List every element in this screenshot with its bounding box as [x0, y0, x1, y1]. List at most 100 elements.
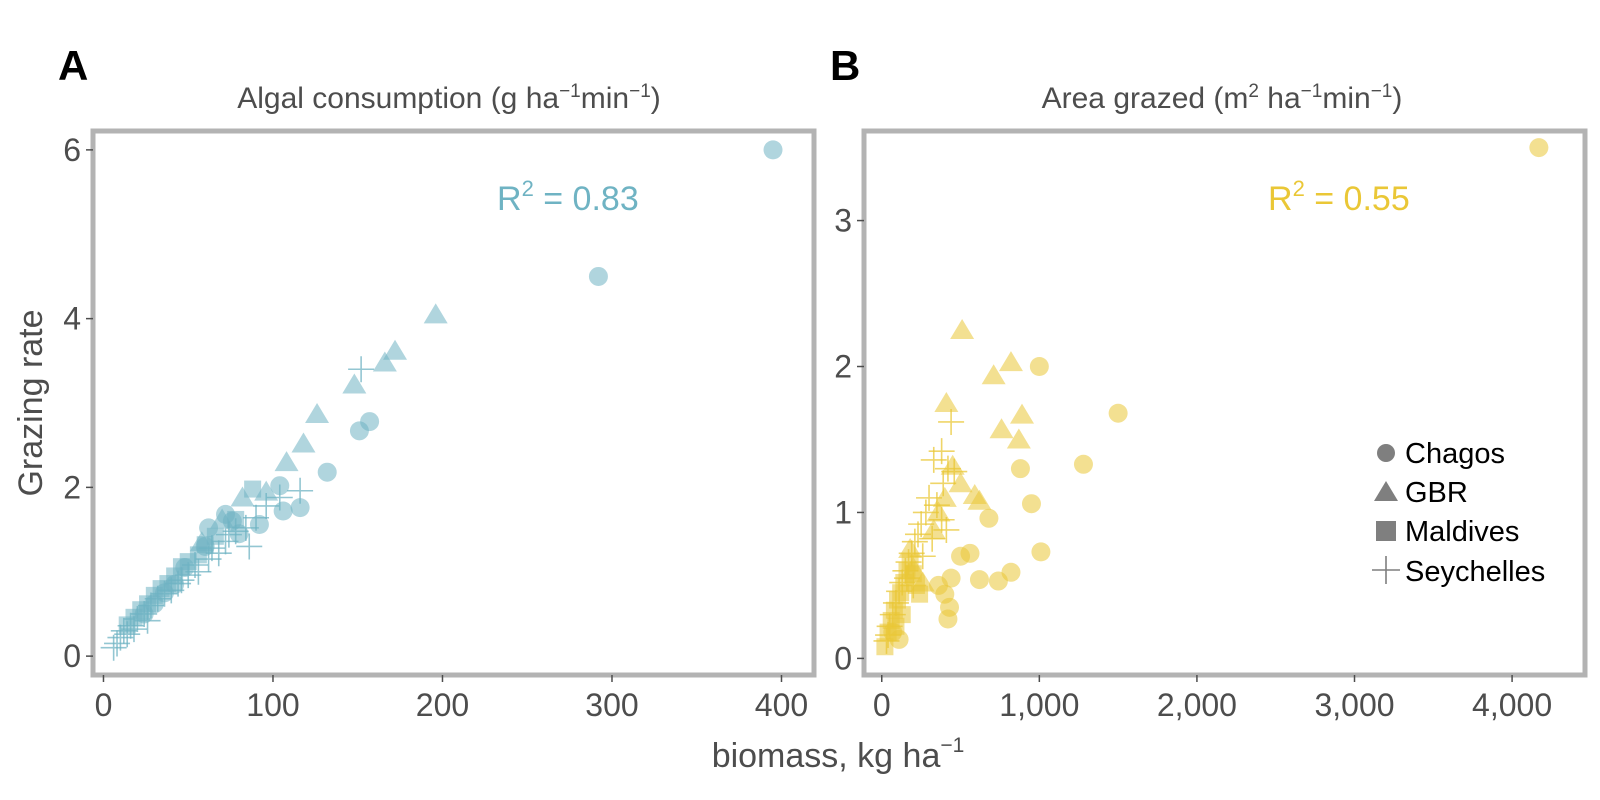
data-point-seychelles — [933, 516, 960, 543]
data-point-seychelles — [875, 622, 902, 649]
data-point-seychelles — [107, 624, 134, 651]
legend-square-icon — [1376, 521, 1396, 541]
data-point-gbr — [989, 418, 1014, 439]
legend-circle-icon — [1377, 444, 1395, 462]
data-point-seychelles — [195, 546, 222, 573]
data-point-seychelles — [934, 455, 961, 482]
data-point-seychelles — [928, 506, 955, 533]
data-point-maldives — [911, 585, 929, 603]
data-point-seychelles — [879, 601, 906, 628]
data-point-gbr — [291, 432, 316, 453]
data-point-seychelles — [901, 528, 928, 555]
data-point-chagos — [249, 515, 269, 534]
data-point-gbr — [934, 392, 959, 412]
data-point-chagos — [763, 140, 783, 160]
data-point-chagos — [1021, 494, 1041, 514]
data-point-seychelles — [909, 543, 936, 570]
data-point-chagos — [1029, 357, 1049, 377]
y-tick-label: 6 — [63, 132, 81, 168]
data-point-seychelles — [198, 535, 225, 562]
data-point-seychelles — [114, 621, 141, 648]
x-tick-label: 2,000 — [1157, 687, 1237, 723]
data-point-seychelles — [232, 514, 259, 541]
legend-label-seychelles: Seychelles — [1405, 556, 1545, 588]
data-point-maldives — [244, 480, 262, 498]
data-point-gbr — [1006, 428, 1031, 449]
data-point-gbr — [950, 319, 975, 340]
data-point-seychelles — [182, 552, 209, 578]
data-point-chagos — [1073, 454, 1093, 474]
data-point-seychelles — [205, 540, 232, 567]
data-point-seychelles — [348, 356, 375, 383]
data-point-gbr — [230, 486, 255, 507]
y-tick-label: 0 — [63, 638, 81, 674]
data-point-seychelles — [168, 567, 195, 594]
y-tick-label: 2 — [63, 469, 81, 505]
data-point-seychelles — [893, 565, 920, 592]
data-point-seychelles — [941, 458, 968, 485]
data-point-gbr — [1010, 403, 1035, 424]
data-point-seychelles — [185, 558, 212, 585]
data-point-seychelles — [215, 521, 242, 548]
data-point-seychelles — [120, 616, 147, 643]
panel-a-points — [100, 140, 783, 661]
data-point-seychelles — [919, 525, 946, 552]
data-point-chagos — [229, 524, 249, 544]
data-point-seychelles — [253, 492, 280, 519]
y-tick-label: 2 — [834, 349, 852, 385]
panel-b-points — [873, 138, 1549, 656]
panel-letter-b: B — [830, 42, 860, 89]
data-point-chagos — [988, 571, 1008, 591]
panel-letter-a: A — [58, 42, 88, 89]
panel-b-axes: 0 1,000 2,000 3,000 4,000 0 1 2 3 — [834, 203, 1552, 723]
data-point-seychelles — [923, 492, 950, 519]
data-point-gbr — [926, 501, 951, 522]
data-point-seychelles — [908, 511, 935, 538]
y-tick-label: 4 — [63, 301, 81, 337]
data-point-seychelles — [912, 499, 939, 526]
panel-a-frame — [90, 128, 817, 678]
x-axis-title: biomass, kg ha−1 — [712, 734, 965, 775]
y-tick-label: 3 — [834, 203, 852, 239]
x-tick-label: 1,000 — [999, 687, 1079, 723]
data-point-seychelles — [151, 580, 178, 607]
data-point-seychelles — [165, 570, 192, 597]
panel-b-r2-annotation: R2 = 0.55 — [1268, 176, 1410, 218]
data-point-gbr — [932, 486, 957, 507]
x-tick-label: 100 — [246, 687, 299, 723]
data-point-chagos — [969, 570, 989, 590]
data-point-gbr — [383, 339, 408, 360]
panel-a-title: Algal consumption (g ha−1min−1) — [237, 81, 661, 115]
y-axis-title: Grazing rate — [12, 309, 50, 496]
data-point-seychelles — [100, 634, 127, 661]
data-point-seychelles — [892, 557, 919, 584]
x-tick-label: 3,000 — [1314, 687, 1394, 723]
data-point-seychelles — [134, 607, 161, 634]
legend-label-chagos: Chagos — [1405, 438, 1505, 470]
data-point-seychelles — [287, 477, 314, 504]
data-point-chagos — [938, 609, 958, 629]
data-point-maldives — [876, 638, 894, 656]
x-tick-label: 400 — [755, 687, 808, 723]
data-point-gbr — [981, 364, 1006, 385]
data-point-gbr — [372, 351, 397, 372]
data-point-seychelles — [882, 589, 909, 616]
data-point-seychelles — [110, 617, 137, 644]
data-point-chagos — [928, 575, 948, 595]
data-point-chagos — [317, 462, 337, 482]
data-point-seychelles — [158, 577, 185, 604]
y-tick-label: 0 — [834, 640, 852, 676]
data-point-chagos — [273, 501, 293, 521]
legend-triangle-icon — [1374, 481, 1398, 501]
y-tick-label: 1 — [834, 494, 852, 530]
data-point-seychelles — [920, 446, 947, 473]
legend: Chagos GBR Maldives Seychelles — [1372, 438, 1545, 588]
data-point-seychelles — [886, 578, 913, 605]
data-point-gbr — [274, 451, 299, 472]
data-point-seychelles — [266, 484, 293, 511]
panel-a-axes: 0 100 200 300 400 0 2 4 6 — [63, 132, 808, 723]
data-point-chagos — [588, 266, 608, 286]
data-point-seychelles — [212, 528, 239, 555]
x-tick-label: 0 — [873, 687, 891, 723]
